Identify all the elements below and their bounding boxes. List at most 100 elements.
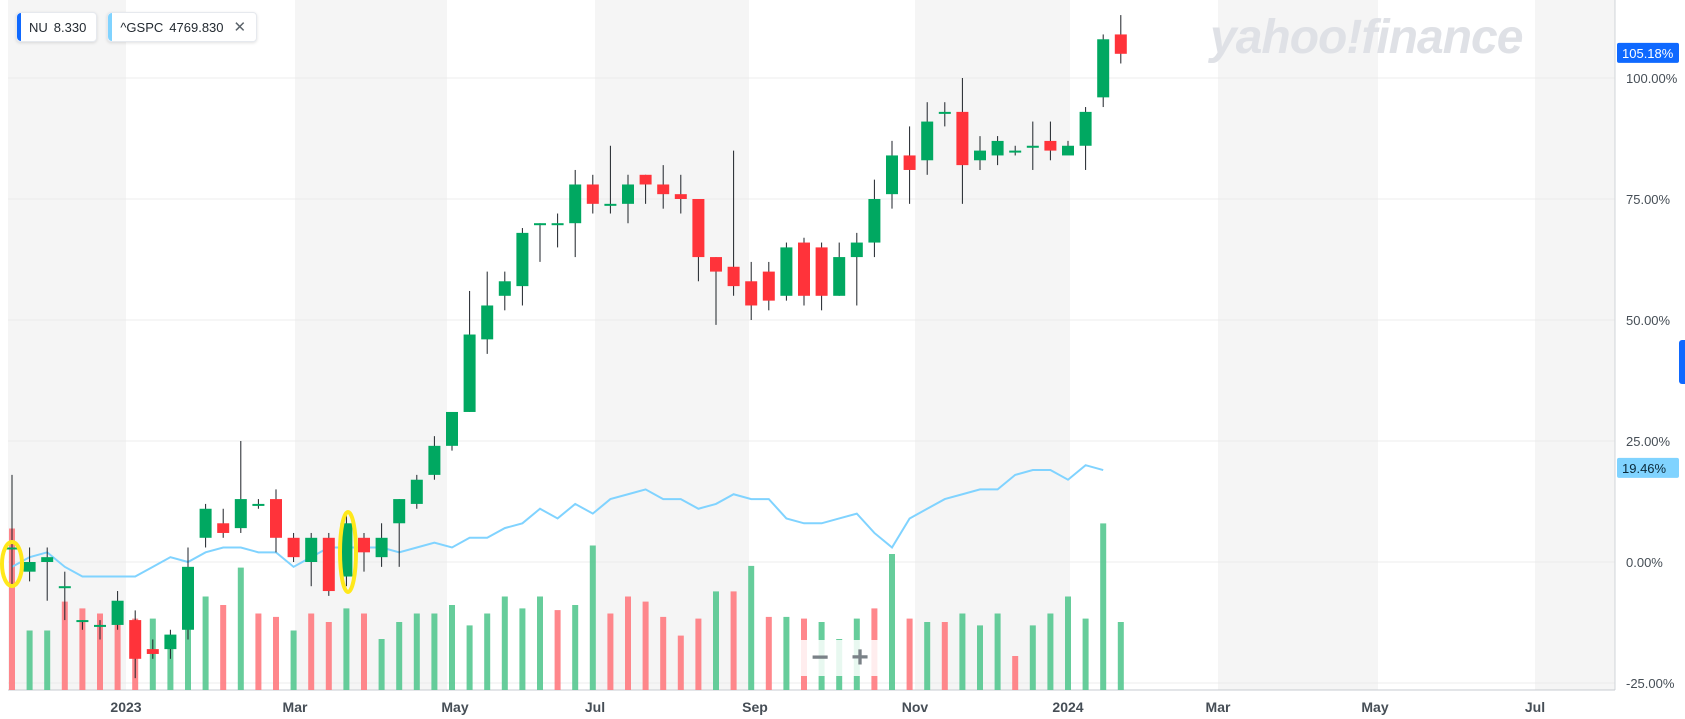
- volume-bar: [994, 613, 1001, 690]
- legend-chip-gspc[interactable]: ^GSPC 4769.830 ✕: [107, 12, 258, 42]
- candle: [692, 199, 705, 282]
- candle-body: [305, 537, 318, 562]
- candle: [305, 532, 318, 587]
- volume-bar: [625, 596, 631, 690]
- side-panel-tab[interactable]: [1679, 340, 1685, 384]
- candle: [252, 499, 265, 509]
- candle-body: [815, 247, 828, 296]
- candle: [1097, 34, 1110, 108]
- close-icon[interactable]: ✕: [233, 19, 247, 36]
- volume-bar: [308, 613, 315, 690]
- candle-body: [921, 121, 934, 161]
- candle: [41, 547, 54, 601]
- candle: [710, 257, 722, 325]
- candle: [1062, 140, 1074, 156]
- candle-body: [991, 140, 1004, 156]
- volume-bar: [783, 616, 790, 690]
- candle: [428, 436, 441, 480]
- volume-bar: [237, 567, 244, 690]
- candle-body: [727, 266, 740, 287]
- volume-bar: [202, 596, 209, 690]
- candle: [463, 290, 476, 412]
- volume-bar: [713, 591, 719, 690]
- candle-body: [956, 111, 969, 166]
- candle: [551, 213, 564, 248]
- candle: [868, 179, 881, 258]
- volume-bar: [941, 622, 948, 690]
- volume-bar: [1029, 625, 1036, 690]
- zoom-in-button[interactable]: +: [851, 641, 869, 674]
- candle-body: [234, 499, 247, 529]
- candle-body: [393, 499, 406, 524]
- zoom-out-button[interactable]: −: [811, 641, 829, 674]
- candle: [322, 532, 335, 596]
- candle: [393, 499, 406, 567]
- candle-body: [903, 155, 916, 170]
- candle: [1026, 121, 1039, 170]
- candle: [410, 474, 423, 509]
- candle: [182, 547, 194, 640]
- candle: [569, 169, 582, 258]
- candle-body: [199, 508, 212, 538]
- sp500-line: [11, 464, 1104, 578]
- candle: [1079, 107, 1092, 170]
- candle-body: [974, 150, 986, 161]
- candle-body: [516, 232, 529, 287]
- highlight-ellipse: [338, 510, 358, 594]
- candle: [234, 441, 247, 533]
- volume-bar: [97, 613, 103, 690]
- legend-chip-nu[interactable]: NU 8.330: [16, 12, 98, 42]
- candle-body: [41, 557, 54, 562]
- candle-body: [1026, 145, 1039, 148]
- candle-body: [534, 223, 546, 226]
- candle-body: [252, 503, 265, 506]
- candle-body: [322, 537, 335, 592]
- volume-bar: [572, 605, 579, 690]
- candle-body: [1097, 39, 1110, 98]
- candle-body: [762, 271, 775, 301]
- volume-bar: [589, 545, 596, 690]
- volume-bar: [607, 613, 614, 690]
- volume-bar: [1012, 656, 1019, 690]
- volume-bar: [167, 647, 174, 690]
- candle-body: [586, 184, 599, 204]
- volume-bar: [44, 630, 51, 690]
- x-tick-label: 2024: [1052, 699, 1083, 715]
- candle: [446, 411, 458, 451]
- candle-body: [164, 634, 177, 650]
- yahoo-finance-watermark: yahoo!finance: [1210, 11, 1523, 64]
- x-tick-label: 2023: [110, 699, 141, 715]
- volume-bar: [977, 625, 983, 690]
- volume-bar: [1117, 622, 1124, 690]
- candle: [340, 513, 353, 587]
- volume-bar: [9, 528, 15, 690]
- volume-bar: [959, 613, 966, 690]
- y-tick-label: 75.00%: [1626, 192, 1671, 207]
- volume-bar: [1047, 613, 1054, 690]
- volume-bar: [114, 608, 121, 690]
- volume-bar: [396, 622, 403, 690]
- candle: [498, 271, 511, 311]
- candle: [657, 165, 670, 209]
- volume-bar: [343, 608, 350, 690]
- candle: [534, 223, 546, 262]
- legend-symbol-nu: NU: [29, 19, 48, 35]
- candle: [111, 591, 124, 630]
- volume-bar: [642, 601, 649, 690]
- candle-body: [710, 257, 722, 272]
- candle-body: [129, 620, 142, 659]
- candle: [164, 629, 177, 659]
- volume-bar: [924, 622, 931, 690]
- volume-bar: [484, 613, 491, 690]
- candle-body: [428, 445, 441, 475]
- volume-bar: [1082, 618, 1089, 690]
- candle: [886, 140, 898, 209]
- volume-bar: [361, 613, 367, 690]
- badge-bg: [1617, 457, 1679, 478]
- candle: [217, 508, 230, 538]
- x-tick-label: May: [1361, 699, 1388, 715]
- candle: [674, 174, 687, 214]
- volume-bar: [273, 616, 279, 690]
- badge-label: 19.46%: [1622, 461, 1667, 476]
